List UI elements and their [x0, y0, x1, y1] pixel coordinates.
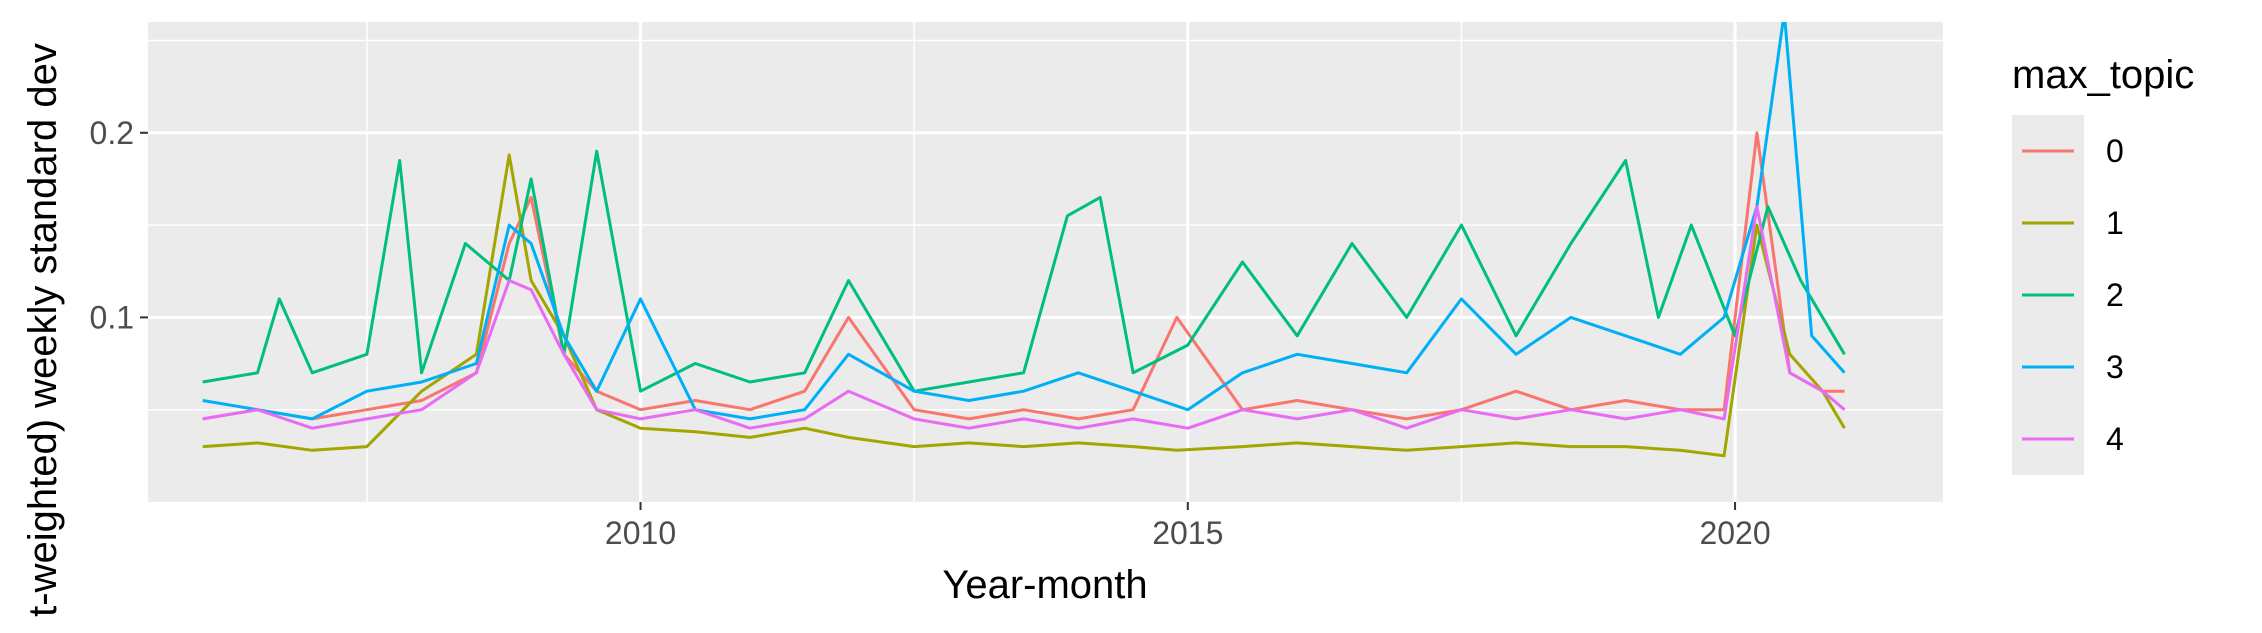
series-line-2 — [202, 149, 1846, 393]
legend: max_topic 0 1 2 3 4 — [2012, 53, 2194, 475]
legend-label-4: 4 — [2106, 421, 2124, 457]
legend-title: max_topic — [2012, 53, 2194, 97]
x-tick-label: 2015 — [1152, 515, 1223, 551]
legend-label-1: 1 — [2106, 205, 2124, 241]
series-line-1 — [202, 153, 1846, 458]
axes: 2010 2015 2020 0.1 0.2 — [90, 115, 1771, 551]
grid — [148, 22, 1943, 502]
x-tick-label: 2010 — [605, 515, 676, 551]
legend-label-2: 2 — [2106, 277, 2124, 313]
y-axis-title: t-weighted) weekly standard dev — [21, 43, 65, 617]
y-tick-label: 0.1 — [90, 299, 134, 335]
series-line-0 — [202, 131, 1845, 421]
x-tick-label: 2020 — [1699, 515, 1770, 551]
legend-label-3: 3 — [2106, 349, 2124, 385]
series-lines — [202, 22, 1846, 458]
y-tick-label: 0.2 — [90, 115, 134, 151]
x-axis-title: Year-month — [942, 563, 1147, 607]
plot-panel — [148, 22, 1943, 502]
legend-label-0: 0 — [2106, 133, 2124, 169]
series-line-3 — [202, 22, 1846, 421]
series-line-4 — [202, 205, 1846, 430]
